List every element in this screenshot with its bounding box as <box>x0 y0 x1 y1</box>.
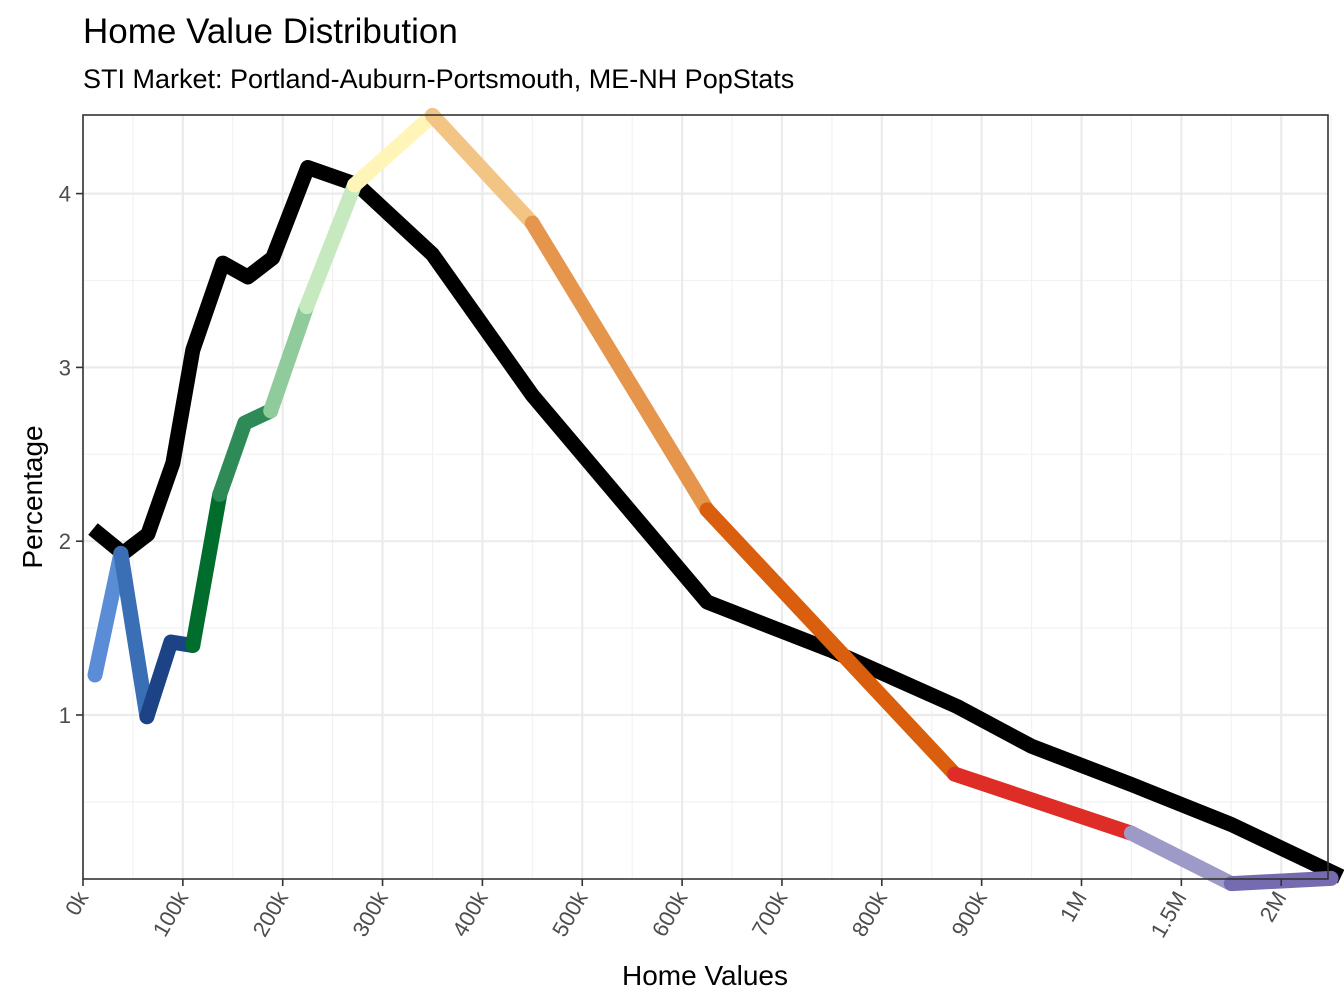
series-segment-6 <box>263 299 315 419</box>
grid-minor <box>83 115 1332 879</box>
series-segment-10 <box>524 215 715 518</box>
chart-title: Home Value Distribution <box>83 12 458 51</box>
series-layer <box>87 107 1344 892</box>
series-segment-8 <box>347 107 440 193</box>
series-segment-5 <box>212 403 279 502</box>
x-tick-label: 600k <box>647 886 693 941</box>
x-tick-label: 500k <box>547 886 593 941</box>
x-tick-label: 2M <box>1255 887 1292 926</box>
x-tick-label: 300k <box>347 886 393 941</box>
grid-major <box>81 115 1328 879</box>
series-segment-12 <box>947 766 1139 841</box>
x-tick-label: 800k <box>847 886 893 941</box>
series-segment-11 <box>699 502 963 782</box>
y-axis-ticks: 1 2 3 4 <box>59 182 83 728</box>
x-axis-ticks: 0k 100k 200k 300k 400k 500k 600k 700k 800k 900k 1M… <box>60 879 1292 942</box>
y-tick-label: 1 <box>59 703 71 728</box>
x-tick-label: 700k <box>747 886 793 941</box>
x-tick-label: 400k <box>447 886 493 941</box>
x-tick-label: 0k <box>60 886 94 919</box>
panel-border <box>82 114 1329 880</box>
series-segment-7 <box>299 177 363 315</box>
series-segment-4 <box>185 486 228 653</box>
y-tick-label: 2 <box>59 529 71 554</box>
series-segment-9 <box>425 107 540 231</box>
x-tick-label: 900k <box>946 886 992 941</box>
y-axis-title: Percentage <box>17 425 48 568</box>
series-segment-3 <box>139 634 201 725</box>
x-tick-label: 1M <box>1055 887 1092 926</box>
series-segment-13 <box>1123 825 1239 892</box>
x-axis-title: Home Values <box>622 960 788 991</box>
series-segment-2 <box>113 545 155 725</box>
x-tick-label: 1.5M <box>1146 887 1192 942</box>
y-tick-label: 3 <box>59 355 71 380</box>
x-tick-label: 200k <box>248 886 294 941</box>
y-tick-label: 4 <box>59 182 71 207</box>
x-tick-label: 100k <box>148 886 194 941</box>
chart-subtitle: STI Market: Portland-Auburn-Portsmouth, … <box>83 64 795 94</box>
